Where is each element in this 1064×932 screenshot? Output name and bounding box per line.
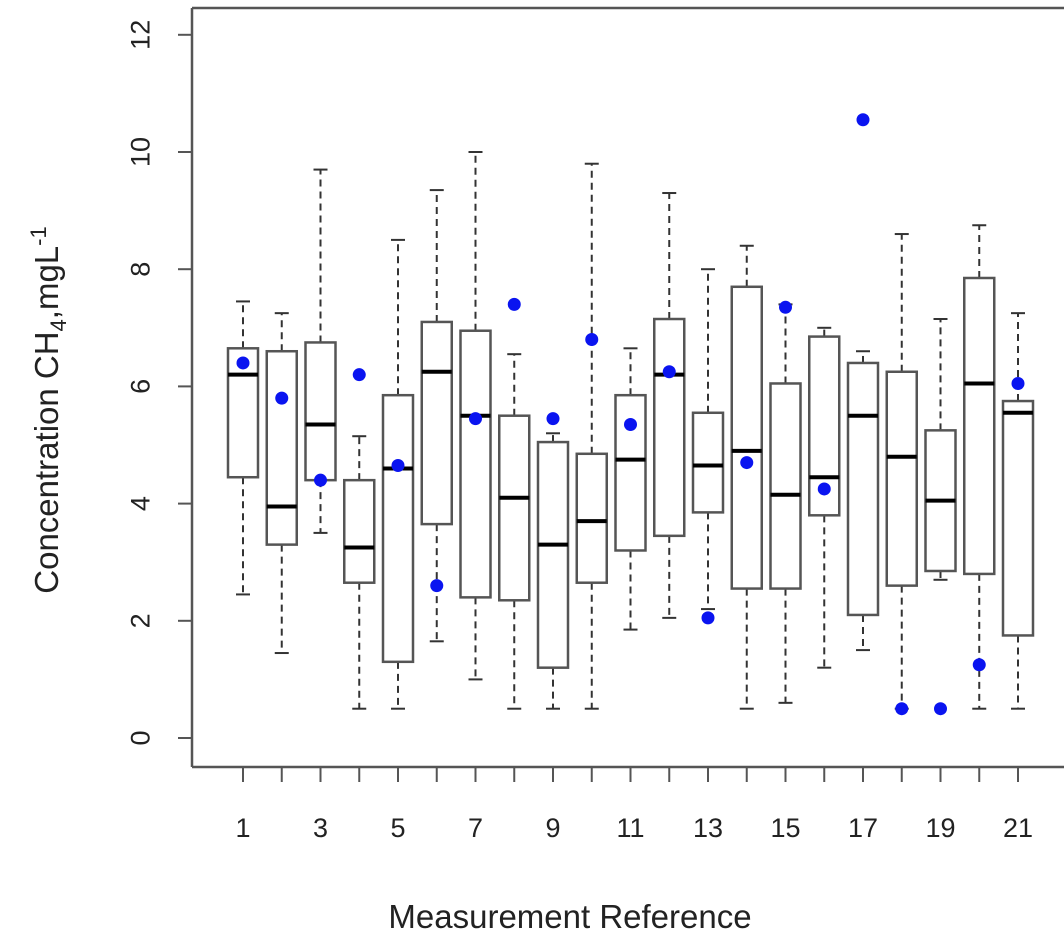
data-point	[430, 579, 444, 593]
data-point	[662, 365, 676, 379]
y-axis: 0 2 4 6 8 10 12	[125, 20, 192, 746]
box-20	[963, 224, 996, 710]
box-body	[575, 452, 608, 584]
y-axis-title-subscript: 4	[46, 319, 71, 331]
box-body	[265, 349, 298, 546]
plot-frame	[190, 6, 1064, 769]
x-tick-label: 1	[235, 813, 250, 843]
data-point	[469, 412, 482, 426]
box-body	[343, 478, 376, 584]
box-14	[730, 244, 763, 710]
data-point	[352, 368, 366, 382]
box-21	[1001, 312, 1035, 710]
box-11	[614, 347, 647, 631]
box-8	[498, 353, 531, 710]
x-tick-label: 7	[468, 813, 483, 843]
box-15	[769, 303, 802, 704]
x-tick-label: 5	[390, 813, 405, 843]
data-point	[972, 658, 986, 672]
box-body	[691, 411, 725, 514]
box-18	[885, 233, 918, 710]
data-point	[624, 417, 637, 431]
box-4	[343, 435, 376, 710]
x-tick-label: 11	[616, 813, 644, 843]
box-2	[265, 312, 298, 655]
data-point	[391, 459, 405, 473]
y-tick-label: 6	[125, 379, 155, 394]
y-tick-label: 12	[125, 20, 155, 50]
box-body	[420, 320, 453, 526]
x-tick-label: 21	[1003, 813, 1033, 843]
x-axis: 1 3 5 7 9 11 13 15 17 19 21	[235, 767, 1033, 843]
data-point	[314, 473, 327, 487]
box-body	[381, 393, 415, 664]
box-series	[226, 151, 1035, 710]
box-body	[536, 440, 570, 669]
data-point	[1011, 376, 1025, 390]
box-body	[1001, 399, 1035, 637]
y-tick-label: 10	[125, 137, 155, 167]
box-body	[498, 414, 531, 602]
y-axis-title-main: Concentration CH	[28, 331, 65, 593]
data-point	[275, 391, 289, 405]
data-point	[895, 702, 909, 716]
data-point	[585, 333, 599, 347]
box-body	[963, 276, 996, 576]
data-point	[236, 356, 250, 370]
point-series	[236, 113, 1025, 716]
x-tick-label: 15	[770, 813, 800, 843]
data-point	[779, 300, 792, 314]
box-19	[924, 318, 957, 581]
y-tick-label: 0	[125, 730, 155, 745]
box-body	[885, 370, 918, 587]
y-tick-label: 2	[125, 613, 155, 628]
x-tick-label: 9	[545, 813, 560, 843]
box-16	[808, 326, 841, 669]
data-point	[934, 702, 947, 716]
box-10	[575, 162, 608, 710]
y-axis-title: Concentration CH4,mgL-1	[26, 226, 71, 593]
y-axis-title-superscript: -1	[26, 226, 51, 246]
data-point	[740, 456, 754, 470]
box-3	[304, 168, 337, 534]
x-tick-label: 19	[925, 813, 955, 843]
data-point	[856, 113, 870, 127]
data-point	[701, 611, 715, 625]
box-body	[226, 347, 260, 479]
data-point	[817, 482, 831, 496]
box-12	[653, 192, 686, 619]
box-17	[846, 350, 880, 652]
x-tick-label: 13	[693, 813, 723, 843]
box-body	[653, 317, 686, 538]
data-point	[507, 297, 521, 311]
box-body	[459, 329, 492, 599]
box-6	[420, 189, 453, 643]
box-body	[304, 341, 337, 482]
y-tick-label: 4	[125, 496, 155, 511]
x-tick-label: 3	[313, 813, 328, 843]
x-tick-label: 17	[848, 813, 878, 843]
box-body	[769, 382, 802, 590]
x-axis-title: Measurement Reference	[388, 898, 751, 932]
data-point	[546, 412, 560, 426]
y-tick-label: 8	[125, 262, 155, 277]
y-axis-title-unit: ,mgL	[28, 246, 65, 319]
box-7	[459, 151, 492, 681]
box-9	[536, 432, 570, 710]
box-5	[381, 238, 415, 710]
box-body	[846, 361, 880, 617]
box-13	[691, 268, 725, 611]
box-1	[226, 300, 260, 596]
box-body	[730, 285, 763, 590]
box-body	[614, 393, 647, 552]
